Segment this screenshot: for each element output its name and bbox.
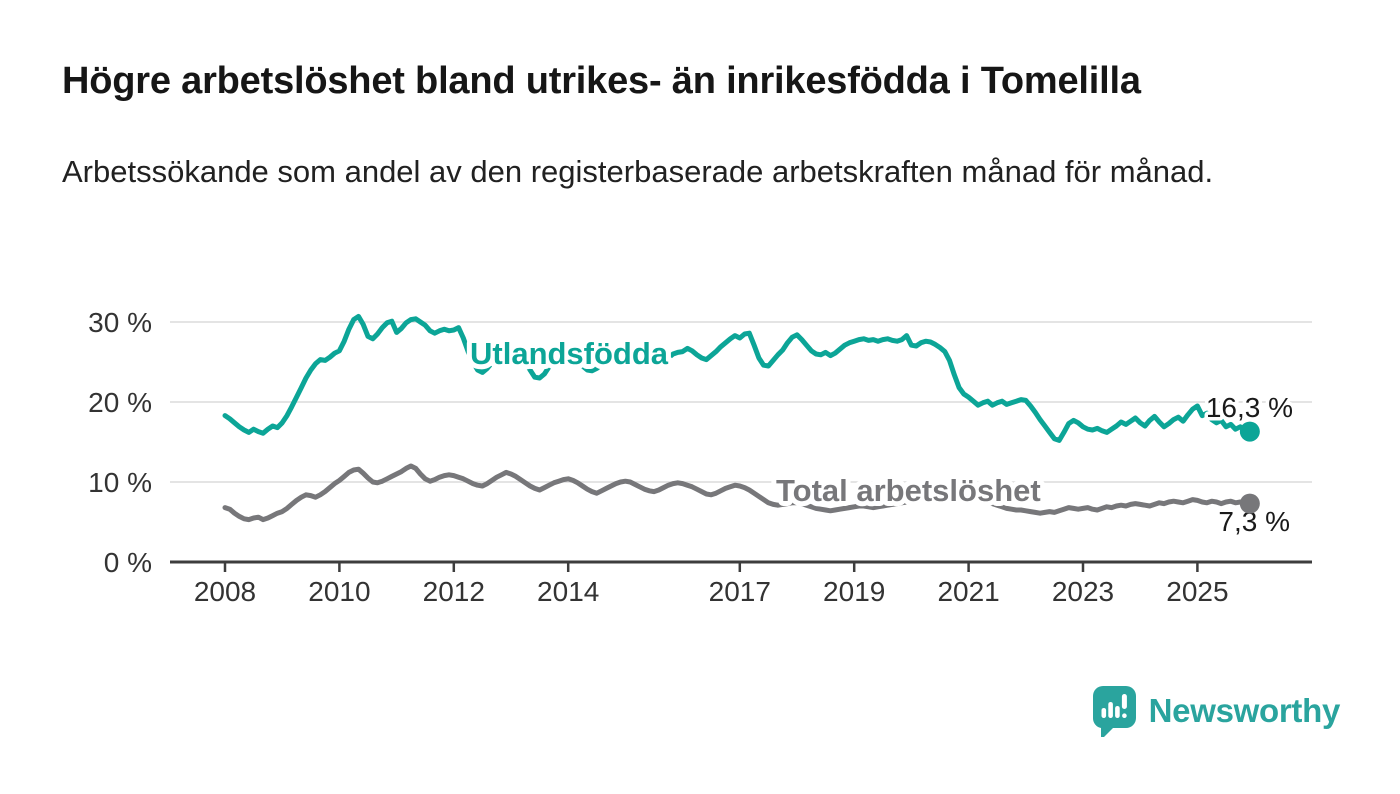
y-tick-label-10: 10 % xyxy=(88,467,152,498)
newsworthy-wordmark: Newsworthy xyxy=(1148,692,1341,729)
series-line-utlandsfodda xyxy=(222,313,1253,443)
series-lines xyxy=(222,313,1253,523)
end-dot-total xyxy=(1239,493,1260,514)
newsworthy-bubble-chart-icon xyxy=(1092,686,1136,737)
series-label-total-arbetsloshet: Total arbetslöshet xyxy=(776,473,1041,508)
x-tick-label-2023: 2023 xyxy=(1052,576,1114,607)
y-tick-label-30: 30 % xyxy=(88,307,152,338)
x-tick-label-2021: 2021 xyxy=(937,576,999,607)
x-tick-label-2010: 2010 xyxy=(308,576,370,607)
end-value-label-utlandsfodda: 16,3 % xyxy=(1206,392,1293,423)
page-title: Högre arbetslöshet bland utrikes- än inr… xyxy=(62,60,1141,102)
series-line-total xyxy=(222,463,1253,523)
end-dot-utlandsfodda xyxy=(1239,421,1260,442)
x-tick-label-2008: 2008 xyxy=(194,576,256,607)
y-axis-labels: 0 % 10 % 20 % 30 % xyxy=(88,307,152,578)
x-tick-label-2017: 2017 xyxy=(709,576,771,607)
end-dots xyxy=(1239,421,1260,514)
y-tick-label-0: 0 % xyxy=(104,547,152,578)
x-tick-label-2012: 2012 xyxy=(423,576,485,607)
series-label-utlandsfodda: Utlandsfödda xyxy=(470,336,669,371)
page-subtitle: Arbetssökande som andel av den registerb… xyxy=(62,154,1214,189)
newsworthy-logo: Newsworthy xyxy=(1091,685,1340,737)
x-tick-label-2025: 2025 xyxy=(1166,576,1228,607)
x-axis: 2008 2010 2012 2014 2017 2019 2021 2023 2025 xyxy=(170,560,1312,607)
x-tick-label-2014: 2014 xyxy=(537,576,599,607)
x-tick-label-2019: 2019 xyxy=(823,576,885,607)
y-tick-label-20: 20 % xyxy=(88,387,152,418)
